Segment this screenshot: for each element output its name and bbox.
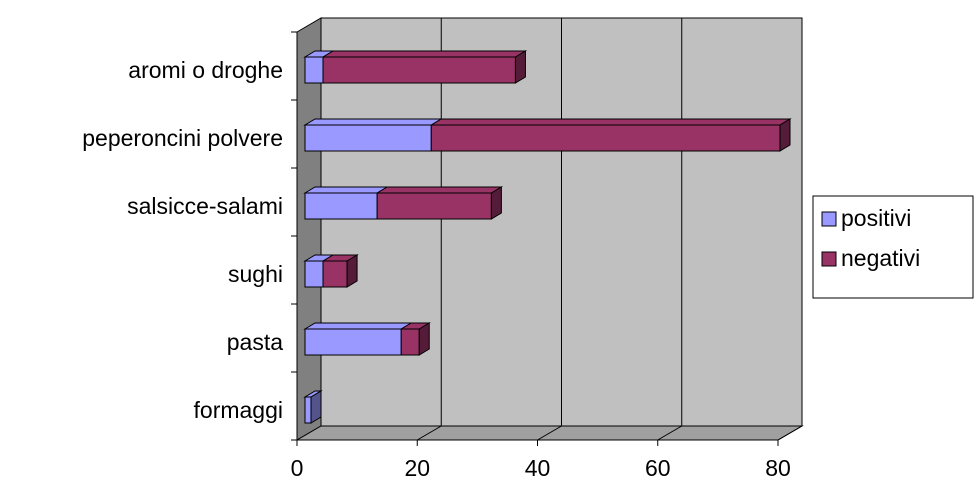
bar-end-face: [310, 390, 322, 424]
legend-label-negativi: negativi: [841, 245, 920, 271]
x-tick-label: 80: [765, 455, 791, 481]
bar-group: [303, 186, 504, 220]
legend-swatch-positivi: [821, 211, 837, 227]
legend-swatch-negativi: [821, 251, 837, 267]
bar-group: [303, 390, 323, 424]
bar-end-face: [346, 254, 358, 288]
bar-negativi: [322, 56, 516, 84]
bar-positivi: [304, 260, 324, 288]
bar-positivi: [304, 396, 312, 424]
bar-positivi: [304, 192, 378, 220]
category-label: sughi: [228, 261, 283, 287]
chart-labels: 0 20 40 60 80 formaggi pasta sughi salsicce-sala…: [82, 57, 791, 481]
bar-group: [303, 254, 359, 288]
floor-gridline: [537, 425, 562, 441]
x-tick-label: 0: [291, 455, 304, 481]
floor-gridline: [657, 425, 683, 441]
bar-end-face: [779, 118, 791, 152]
floor-gridline: [416, 425, 442, 441]
category-label: salsicce-salami: [127, 193, 283, 219]
legend-label-positivi: positivi: [841, 205, 911, 231]
bar-end-face: [490, 186, 502, 220]
bar-top-negativi: [429, 118, 792, 126]
x-tick-label: 60: [645, 455, 671, 481]
bar-group: [303, 118, 792, 152]
bar-positivi: [304, 328, 402, 356]
bar-group: [303, 50, 528, 84]
bar-negativi: [376, 192, 492, 220]
category-label: pasta: [227, 329, 283, 355]
floor-gridline: [777, 425, 803, 441]
bar-group: [303, 322, 432, 356]
bar-end-face: [514, 50, 526, 84]
chart-axes: [291, 31, 779, 446]
bar-top-positivi: [303, 322, 414, 330]
category-label: aromi o droghe: [128, 57, 283, 83]
chart-bars: [303, 50, 792, 424]
bar-positivi: [304, 56, 324, 84]
bar-top-negativi: [375, 186, 504, 194]
bar-top-positivi: [303, 118, 444, 126]
bar-end-face: [418, 322, 430, 356]
category-label: formaggi: [194, 397, 283, 423]
x-tick-label: 40: [525, 455, 551, 481]
bar-top-negativi: [321, 50, 528, 58]
x-tick-label: 20: [404, 455, 430, 481]
bar-negativi: [430, 124, 781, 152]
bar-negativi: [322, 260, 348, 288]
bar-negativi: [400, 328, 420, 356]
bar-top-positivi: [303, 186, 389, 194]
legend-box: [812, 195, 974, 299]
bar-positivi: [304, 124, 432, 152]
chart-legend: positivi negativi: [812, 195, 974, 299]
category-label: peperoncini polvere: [82, 125, 283, 151]
